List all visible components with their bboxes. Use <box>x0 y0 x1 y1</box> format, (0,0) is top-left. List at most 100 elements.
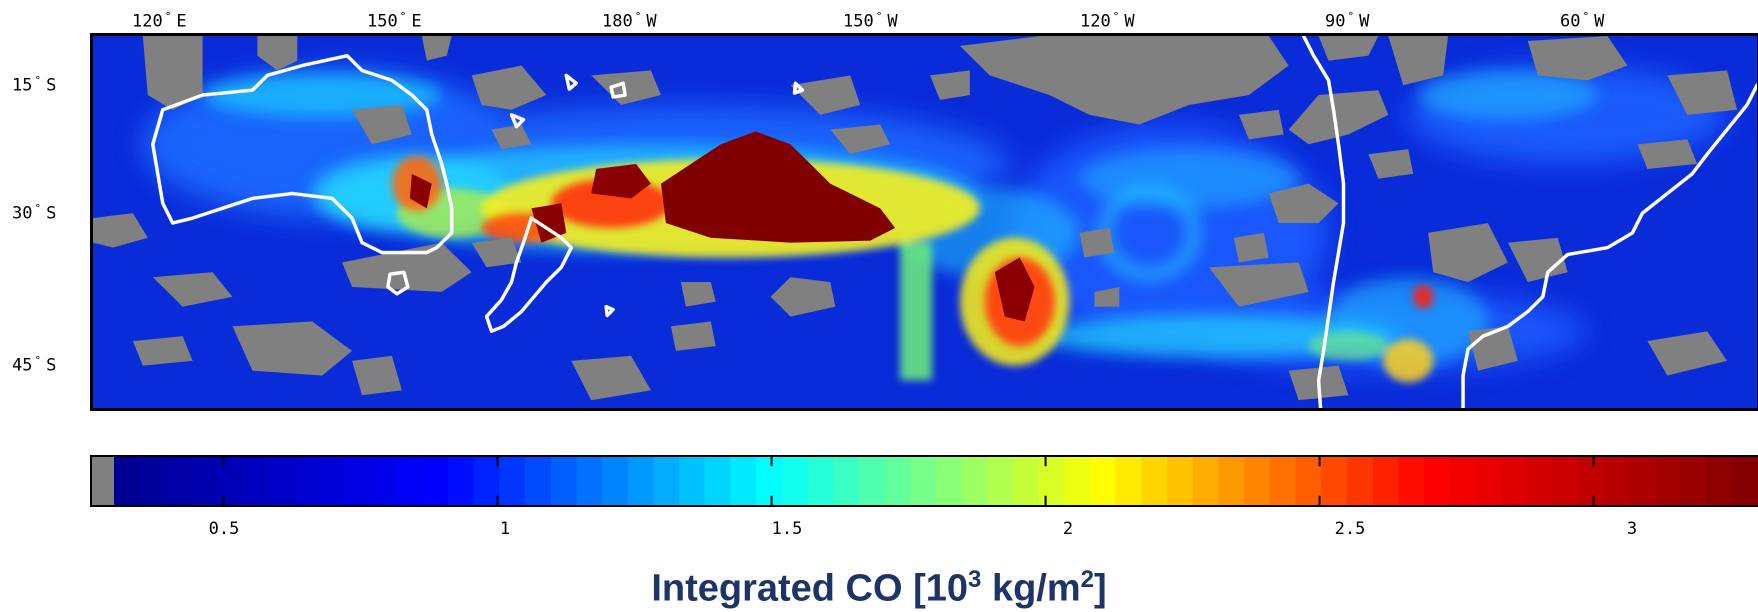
colorbar-swatch <box>1732 457 1758 505</box>
colorbar-swatch <box>396 457 423 505</box>
colorbar-swatch <box>1526 457 1554 505</box>
colorbar-swatch <box>1244 457 1271 505</box>
colorbar-swatch <box>884 457 911 505</box>
colorbar-tick-label: 1.5 <box>771 519 803 539</box>
colorbar-swatch <box>987 457 1014 505</box>
colorbar-caption: Integrated CO [103 kg/m2] <box>0 566 1758 611</box>
colorbar-swatch <box>1398 457 1425 505</box>
lon-label-150w: 150 ° W <box>843 10 898 32</box>
colorbar-swatch <box>1321 457 1348 505</box>
co-map-canvas <box>93 36 1757 408</box>
colorbar-swatch <box>1424 457 1451 505</box>
caption-exponent-2: 2 <box>1080 566 1095 593</box>
lon-label-180w: 180 ° W <box>602 10 657 32</box>
colorbar-swatch <box>1115 457 1143 505</box>
colorbar-swatch <box>1295 457 1322 505</box>
lat-label-15s: 15 ° S <box>12 74 57 96</box>
colorbar-swatch <box>1372 457 1399 505</box>
colorbar-swatch <box>1167 457 1194 505</box>
colorbar-tick-label: 3 <box>1626 519 1638 539</box>
colorbar-swatch <box>1218 457 1245 505</box>
colorbar-canvas <box>92 457 1758 505</box>
colorbar-swatch <box>139 457 166 505</box>
lon-label-120e: 120 ° E <box>132 10 187 32</box>
island-4 <box>792 81 805 95</box>
australia-coast <box>151 53 454 255</box>
colorbar-swatch <box>961 457 988 505</box>
colorbar-swatch <box>756 457 783 505</box>
south-america-coast-east <box>1461 83 1757 408</box>
colorbar-swatch <box>1552 457 1579 505</box>
lon-label-120w: 120 ° W <box>1080 10 1135 32</box>
south-america-coast-west <box>1301 36 1346 408</box>
colorbar-swatch <box>679 457 706 505</box>
island-5 <box>604 304 615 318</box>
colorbar-tick-label: 0.5 <box>208 519 240 539</box>
island-3 <box>509 113 526 129</box>
colorbar-swatch <box>268 457 295 505</box>
tasmania-coast <box>386 270 410 296</box>
colorbar-tick-label: 2.5 <box>1334 519 1366 539</box>
caption-exponent-1: 3 <box>968 566 982 593</box>
colorbar-swatch <box>319 457 346 505</box>
no-data-patches <box>93 36 1738 401</box>
colorbar-swatch <box>1655 457 1682 505</box>
colorbar-swatch <box>730 457 757 505</box>
colorbar <box>90 455 1758 507</box>
island-2 <box>609 81 627 99</box>
colorbar-swatch <box>165 457 192 505</box>
colorbar-swatch <box>1680 457 1708 505</box>
island-1 <box>564 73 579 91</box>
colorbar-swatch <box>807 457 834 505</box>
colorbar-swatch <box>216 457 243 505</box>
co-field-dark-red <box>409 131 1035 322</box>
colorbar-swatch <box>1475 457 1502 505</box>
colorbar-swatch <box>602 457 629 505</box>
colorbar-swatch <box>1064 457 1091 505</box>
colorbar-swatch <box>1013 457 1040 505</box>
caption-suffix: ] <box>1094 567 1107 610</box>
colorbar-swatch <box>499 457 526 505</box>
colorbar-swatch <box>550 457 577 505</box>
colorbar-swatch <box>1706 457 1733 505</box>
lon-label-60w: 60 ° W <box>1560 10 1605 32</box>
colorbar-tick-label: 1 <box>499 519 511 539</box>
colorbar-swatch <box>242 457 269 505</box>
colorbar-swatch <box>653 457 680 505</box>
colorbar-swatch <box>1501 457 1528 505</box>
colorbar-swatch <box>447 457 475 505</box>
colorbar-swatch <box>113 457 141 505</box>
colorbar-swatch <box>1038 457 1066 505</box>
colorbar-swatch <box>1578 457 1605 505</box>
colorbar-swatch <box>1269 457 1297 505</box>
colorbar-swatch <box>293 457 321 505</box>
colorbar-swatch <box>935 457 963 505</box>
caption-middle: kg/m <box>981 567 1081 610</box>
colorbar-swatch <box>1603 457 1631 505</box>
colorbar-swatch <box>191 457 218 505</box>
colorbar-swatch <box>704 457 732 505</box>
colorbar-swatch <box>781 457 809 505</box>
lon-label-90w: 90 ° W <box>1325 10 1370 32</box>
colorbar-no-data-swatch <box>92 457 114 505</box>
colorbar-swatch <box>1449 457 1477 505</box>
colorbar-swatch <box>1346 457 1374 505</box>
lat-label-30s: 30 ° S <box>12 202 57 224</box>
colorbar-swatch <box>370 457 398 505</box>
colorbar-swatch <box>910 457 937 505</box>
colorbar-swatch <box>833 457 860 505</box>
colorbar-swatch <box>1192 457 1220 505</box>
colorbar-swatch <box>1090 457 1117 505</box>
caption-prefix: Integrated CO [10 <box>651 567 969 610</box>
colorbar-swatch <box>1629 457 1656 505</box>
colorbar-swatch <box>576 457 603 505</box>
lat-label-45s: 45 ° S <box>12 354 57 376</box>
colorbar-swatch <box>1141 457 1168 505</box>
colorbar-swatch <box>345 457 372 505</box>
lon-label-150e: 150 ° E <box>367 10 422 32</box>
new-zealand-coast <box>484 216 574 333</box>
coastlines <box>151 36 1757 408</box>
co-map <box>90 33 1758 411</box>
colorbar-tick-label: 2 <box>1062 519 1074 539</box>
colorbar-swatch <box>858 457 886 505</box>
